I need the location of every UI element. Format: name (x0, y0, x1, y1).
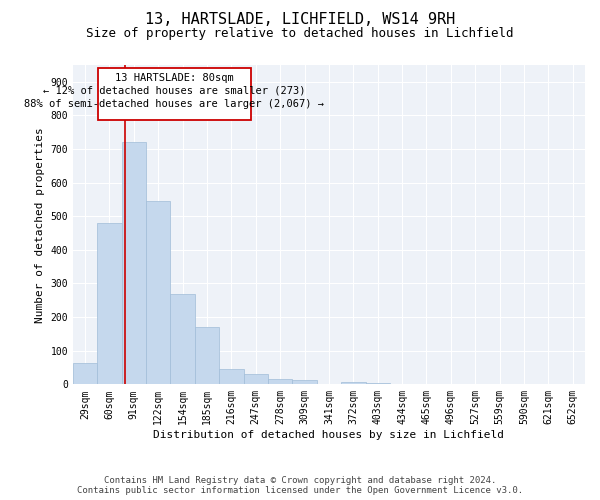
Bar (341, 382, 365, 384)
Bar (268, 380, 292, 384)
Text: 88% of semi-detached houses are larger (2,067) →: 88% of semi-detached houses are larger (… (25, 98, 325, 108)
Bar (219, 369, 244, 384)
Text: 13, HARTSLADE, LICHFIELD, WS14 9RH: 13, HARTSLADE, LICHFIELD, WS14 9RH (145, 12, 455, 28)
Y-axis label: Number of detached properties: Number of detached properties (35, 127, 45, 322)
Text: Size of property relative to detached houses in Lichfield: Size of property relative to detached ho… (86, 28, 514, 40)
Bar (292, 380, 317, 384)
Text: ← 12% of detached houses are smaller (273): ← 12% of detached houses are smaller (27… (43, 85, 305, 95)
Bar (73, 363, 97, 384)
Bar (122, 142, 146, 384)
X-axis label: Distribution of detached houses by size in Lichfield: Distribution of detached houses by size … (154, 430, 505, 440)
Bar (195, 327, 219, 384)
Text: Contains HM Land Registry data © Crown copyright and database right 2024.
Contai: Contains HM Land Registry data © Crown c… (77, 476, 523, 495)
FancyBboxPatch shape (98, 68, 251, 120)
Bar (146, 201, 170, 384)
Bar (97, 223, 122, 384)
Bar (244, 374, 268, 384)
Bar (170, 294, 195, 384)
Text: 13 HARTSLADE: 80sqm: 13 HARTSLADE: 80sqm (115, 73, 234, 83)
